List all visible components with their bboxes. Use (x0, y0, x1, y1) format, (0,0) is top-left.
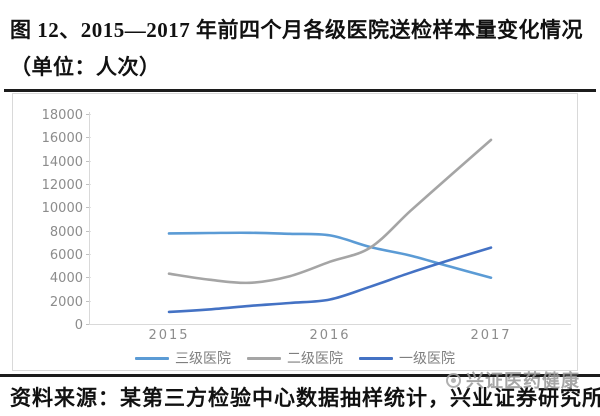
chart-panel: 0 2000 4000 6000 8000 10000 12000 14000 16000 180… (12, 93, 578, 371)
legend-item-tertiary: 三级医院 (135, 348, 231, 368)
y-tick-label: 18000 (42, 108, 83, 123)
x-tick-label: 2017 (470, 328, 511, 343)
x-tick-label: 2016 (309, 328, 350, 343)
chart-legend: 三级医院 二级医院 一级医院 (13, 348, 577, 368)
source-note: 资料来源：某第三方检验中心数据抽样统计，兴业证券研究所 (10, 386, 600, 410)
series-line-secondary (167, 138, 493, 285)
y-tick-label: 12000 (42, 178, 83, 193)
y-tick-label: 4000 (50, 271, 83, 286)
y-tick-label: 2000 (50, 295, 83, 310)
legend-label-tertiary: 三级医院 (175, 351, 231, 367)
y-tick-label: 8000 (50, 225, 83, 240)
legend-item-primary: 一级医院 (359, 348, 455, 368)
y-tick-label: 6000 (50, 248, 83, 263)
y-tick-label: 16000 (42, 131, 83, 146)
series-line-tertiary (167, 231, 493, 279)
bottom-rule (0, 374, 600, 377)
line-chart: 0 2000 4000 6000 8000 10000 12000 14000 16000 180… (42, 108, 571, 343)
y-tick-label: 14000 (42, 155, 83, 170)
brand-logo-icon (446, 372, 461, 388)
top-rule (4, 89, 596, 92)
legend-swatch-primary-icon (359, 356, 393, 360)
figure-title: 图 12、2015—2017 年前四个月各级医院送检样本量变化情况（单位：人次） (10, 18, 583, 79)
brand-watermark: 兴证医药健康 (446, 367, 580, 393)
watermark-text: 兴证医药健康 (466, 371, 580, 392)
legend-label-primary: 一级医院 (399, 351, 455, 367)
legend-swatch-secondary-icon (247, 356, 281, 360)
legend-item-secondary: 二级医院 (247, 348, 343, 368)
legend-label-secondary: 二级医院 (287, 351, 343, 367)
legend-swatch-tertiary-icon (135, 356, 169, 360)
x-tick-label: 2015 (148, 328, 189, 343)
y-tick-label: 10000 (42, 201, 83, 216)
y-tick-label: 0 (75, 318, 83, 333)
series-line-primary (167, 246, 493, 314)
